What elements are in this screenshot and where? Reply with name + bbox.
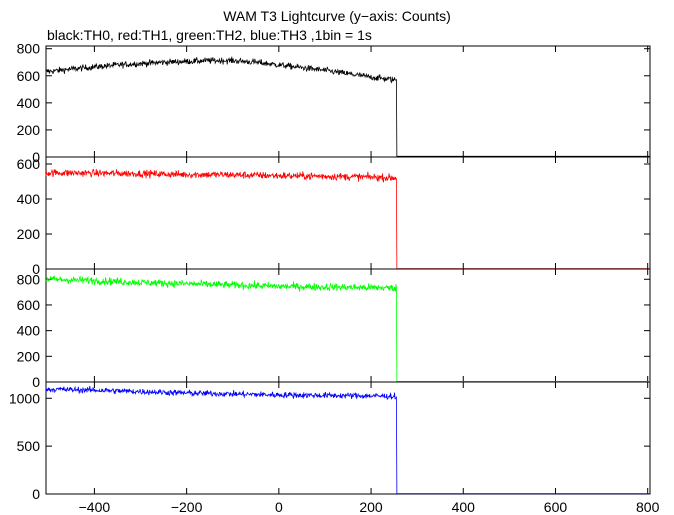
y-tick-label-TH2: 800 <box>17 271 41 287</box>
y-tick-label-TH0: 800 <box>17 41 41 57</box>
panel-frame-TH2 <box>45 268 651 383</box>
y-tick-label-TH1: 0 <box>32 261 40 277</box>
y-tick-label-TH1: 600 <box>17 156 41 172</box>
x-tick-label: −400 <box>79 499 111 515</box>
y-tick-label-TH3: 0 <box>32 486 40 502</box>
x-tick-label: 600 <box>544 499 568 515</box>
y-tick-label-TH2: 600 <box>17 297 41 313</box>
y-tick-label-TH0: 200 <box>17 122 41 138</box>
chart-title: WAM T3 Lightcurve (y−axis: Counts) <box>223 8 451 24</box>
chart-subtitle: black:TH0, red:TH1, green:TH2, blue:TH3 … <box>47 27 372 43</box>
x-tick-label: 400 <box>452 499 476 515</box>
series-line-TH0 <box>45 56 650 157</box>
series-line-TH2 <box>45 275 650 382</box>
y-tick-label-TH2: 0 <box>32 374 40 390</box>
x-tick-label: 0 <box>275 499 283 515</box>
series-line-TH3 <box>45 385 650 495</box>
x-tick-label: 200 <box>359 499 383 515</box>
y-tick-label-TH1: 400 <box>17 191 41 207</box>
y-tick-label-TH2: 200 <box>17 348 41 364</box>
y-tick-label-TH0: 0 <box>32 149 40 165</box>
y-tick-label-TH1: 200 <box>17 226 41 242</box>
series-line-TH1 <box>45 168 650 270</box>
y-tick-label-TH2: 400 <box>17 323 41 339</box>
x-tick-label: −200 <box>171 499 203 515</box>
y-tick-label-TH3: 500 <box>17 438 41 454</box>
y-tick-label-TH3: 1000 <box>9 390 40 406</box>
y-tick-label-TH0: 600 <box>17 68 41 84</box>
panel-frame-TH3 <box>45 381 651 495</box>
x-tick-label: 800 <box>636 499 660 515</box>
y-tick-label-TH0: 400 <box>17 95 41 111</box>
